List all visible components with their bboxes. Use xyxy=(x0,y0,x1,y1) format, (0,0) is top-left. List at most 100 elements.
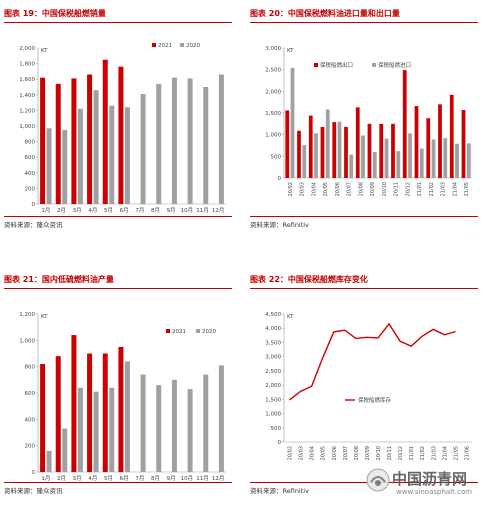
x-tick-label: 12月 xyxy=(212,475,225,482)
bar xyxy=(55,83,61,204)
bar xyxy=(372,152,377,178)
y-tick-label: 200 xyxy=(25,186,36,192)
bar xyxy=(93,90,99,204)
bar xyxy=(171,379,177,472)
x-tick-label: 3月 xyxy=(73,207,82,214)
y-tick-label: 0 xyxy=(278,440,282,446)
x-tick-label: 12月 xyxy=(212,207,225,214)
legend-swatch xyxy=(314,63,318,67)
x-tick-label: 21/04 xyxy=(442,446,448,460)
logo-icon xyxy=(366,468,390,492)
legend-swatch xyxy=(152,43,156,47)
bar xyxy=(109,105,115,204)
bar xyxy=(314,133,318,178)
bar xyxy=(93,391,99,472)
legend-swatch xyxy=(372,63,376,67)
bar xyxy=(40,364,46,472)
bar xyxy=(62,129,68,204)
y-tick-label: 1,000 xyxy=(265,133,281,139)
bar xyxy=(431,139,436,178)
x-tick-label: 20/04 xyxy=(310,446,316,460)
y-tick-label: 1,500 xyxy=(265,111,281,117)
y-tick-label: 2,000 xyxy=(265,383,281,389)
watermark: 中国沥青网 www.sinoasphalt.com xyxy=(366,466,482,506)
x-tick-label: 9月 xyxy=(167,475,176,482)
bar xyxy=(384,138,389,178)
x-tick-label: 20/06 xyxy=(335,182,341,196)
x-tick-label: 6月 xyxy=(120,475,129,482)
x-tick-label: 9月 xyxy=(167,207,176,214)
x-tick-label: 20/11 xyxy=(387,446,393,460)
y-tick-label: 1,200 xyxy=(19,312,35,318)
chart-panel-20: 图表 20：中国保税燃料油进口量和出口量 KT 0 500 1,000 1,500 2,0… xyxy=(250,2,478,247)
source-note: 资料来源：隆众资讯 xyxy=(4,482,232,497)
bar xyxy=(344,126,348,178)
bar xyxy=(102,353,108,472)
bar xyxy=(325,109,330,178)
bar xyxy=(71,335,77,472)
y-axis-unit: KT xyxy=(287,48,294,54)
bar xyxy=(285,110,290,178)
x-tick-label: 3月 xyxy=(73,475,82,482)
legend-label: 2020 xyxy=(186,43,200,49)
legend-label: 保税船燃库存 xyxy=(358,396,392,404)
x-tick-label: 20/10 xyxy=(376,446,382,460)
title-rule xyxy=(250,22,478,23)
bar xyxy=(55,356,61,472)
x-tick-label: 8月 xyxy=(151,207,160,214)
x-tick-label: 20/08 xyxy=(354,446,360,460)
x-tick-label: 20/04 xyxy=(311,182,317,196)
y-tick-label: 400 xyxy=(25,171,36,177)
bar xyxy=(77,387,83,472)
y-tick-label: 3,000 xyxy=(265,46,281,52)
y-tick-label: 800 xyxy=(25,140,36,146)
line-chart-inventory: KT 0 500 1,000 1,500 2,000 2,500 3,000 3,500 4,00… xyxy=(265,312,472,460)
x-tick-label: 4月 xyxy=(88,207,97,214)
x-tick-label: 8月 xyxy=(151,475,160,482)
chart-panel-22: 图表 22：中国保税船燃库存变化 KT 0 500 1,000 1,500 2,000 2,… xyxy=(250,268,478,513)
x-tick-label: 21/02 xyxy=(429,182,435,196)
bar xyxy=(124,107,130,204)
x-tick-label: 20/06 xyxy=(332,446,338,460)
y-tick-label: 800 xyxy=(25,365,36,371)
bar xyxy=(449,94,454,178)
bar xyxy=(109,387,115,472)
y-axis-unit: KT xyxy=(41,314,48,320)
bar xyxy=(290,67,295,178)
bar xyxy=(308,115,313,178)
y-tick-label: 1,500 xyxy=(265,397,281,403)
legend-label: 2021 xyxy=(172,329,186,335)
source-note: 资料来源：Refinitiv xyxy=(250,216,478,231)
y-tick-label: 500 xyxy=(271,154,282,160)
watermark-name: 中国沥青网 xyxy=(392,470,468,488)
x-tick-label: 20/03 xyxy=(299,446,305,460)
bar xyxy=(203,374,209,472)
bar xyxy=(124,361,130,472)
bar xyxy=(87,74,93,204)
x-tick-label: 20/09 xyxy=(365,446,371,460)
x-tick-label: 21/06 xyxy=(464,446,470,460)
bar xyxy=(46,128,52,204)
bar xyxy=(40,77,46,204)
x-tick-label: 20/05 xyxy=(323,182,329,196)
x-tick-label: 21/05 xyxy=(464,182,470,196)
bar xyxy=(332,122,337,178)
chart-panel-21: 图表 21：国内低硫燃料油产量 KT 0 200 400 600 800 1,000 1,20… xyxy=(4,268,232,513)
bar xyxy=(461,109,466,178)
bar xyxy=(355,107,360,178)
legend-label: 2021 xyxy=(158,43,172,49)
bar xyxy=(118,66,124,204)
x-tick-label: 5月 xyxy=(104,475,113,482)
bar-chart-production: KT 0 200 400 600 800 1,000 1,200 1月 2月 3月 4月 5月 6月 7月 8… xyxy=(19,312,226,482)
bar xyxy=(402,70,407,178)
y-tick-label: 600 xyxy=(25,391,36,397)
x-tick-label: 5月 xyxy=(104,207,113,214)
bar xyxy=(361,135,365,178)
bar xyxy=(156,83,162,204)
x-tick-label: 7月 xyxy=(135,207,144,214)
y-tick-label: 1,000 xyxy=(19,338,35,344)
x-tick-label: 21/03 xyxy=(431,446,437,460)
watermark-url: www.sinoasphalt.com xyxy=(396,488,473,496)
y-tick-label: 200 xyxy=(25,444,36,450)
x-tick-label: 6月 xyxy=(120,207,129,214)
